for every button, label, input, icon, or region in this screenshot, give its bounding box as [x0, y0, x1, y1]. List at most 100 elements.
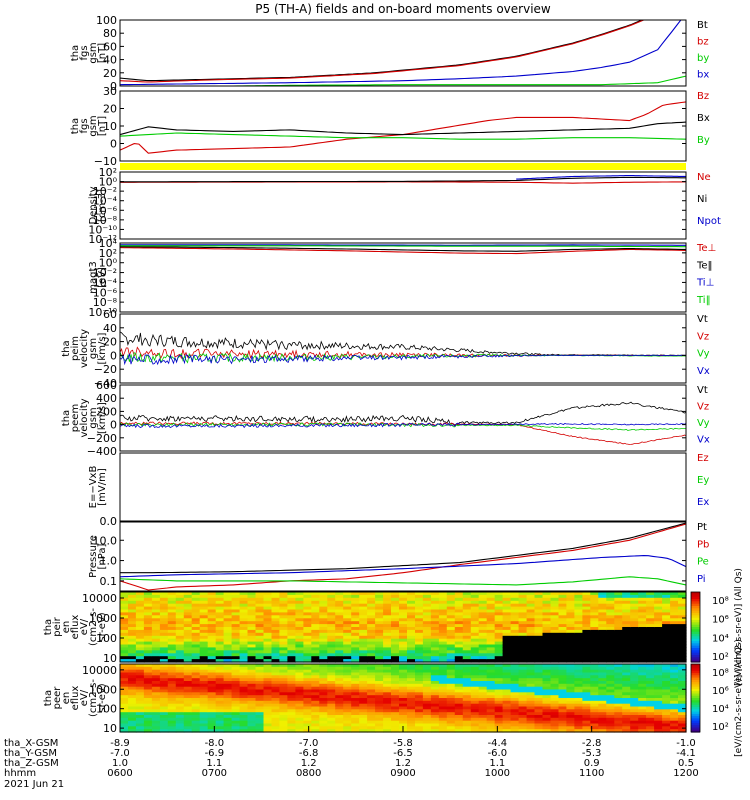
- spectrogram-cell: [630, 606, 639, 611]
- spectrogram-cell: [223, 621, 233, 625]
- spectrogram-cell: [478, 672, 488, 676]
- spectrogram-cell: [255, 706, 265, 710]
- spectrogram-cell: [311, 647, 320, 651]
- spectrogram-cell: [128, 726, 137, 730]
- spectrogram-cell: [574, 666, 583, 671]
- spectrogram-cell: [542, 606, 552, 611]
- spectrogram-cell: [534, 629, 544, 634]
- spectrogram-cell: [319, 641, 328, 646]
- spectrogram-cell: [422, 597, 432, 602]
- spectrogram-cell: [502, 597, 512, 602]
- spectrogram-cell: [574, 669, 583, 674]
- spectrogram-cell: [462, 686, 472, 691]
- spectrogram-cell: [494, 706, 504, 710]
- spectrogram-cell: [223, 629, 233, 634]
- spectrogram-cell: [167, 686, 177, 691]
- spectrogram-cell: [239, 686, 249, 691]
- spectrogram-cell: [223, 692, 233, 696]
- spectrogram-cell: [614, 681, 623, 685]
- spectrogram-cell: [470, 664, 480, 668]
- spectrogram-cell: [670, 692, 679, 696]
- spectrogram-cell: [558, 632, 568, 637]
- spectrogram-cell: [470, 686, 480, 691]
- spectrogram-cell: [255, 624, 265, 628]
- spectrogram-cell: [367, 659, 376, 663]
- spectrogram-cell: [327, 627, 336, 631]
- spectrogram-cell: [151, 606, 161, 611]
- spectrogram-cell: [335, 664, 344, 668]
- spectrogram-cell: [319, 606, 328, 611]
- panel-frame: [119, 591, 687, 663]
- spectrogram-cell: [622, 683, 631, 688]
- spectrogram-cell: [255, 712, 265, 716]
- spectrogram-cell: [287, 592, 296, 596]
- spectrogram-cell: [494, 703, 504, 708]
- spectrogram-cell: [263, 720, 273, 725]
- series-line-pe: [120, 576, 686, 586]
- spectrogram-cell: [367, 627, 376, 631]
- spectrogram-cell: [143, 664, 153, 668]
- spectrogram-cell: [662, 632, 671, 637]
- spectrogram-cell: [359, 729, 368, 733]
- spectrogram-cell: [486, 669, 496, 674]
- spectrogram-cell: [678, 659, 687, 663]
- spectrogram-cell: [478, 592, 488, 596]
- spectrogram-cell: [335, 632, 344, 637]
- spectrogram-cell: [399, 664, 408, 668]
- series-group: [120, 101, 686, 154]
- spectrogram-cell: [215, 612, 225, 616]
- spectrogram-cell: [367, 726, 376, 730]
- spectrogram-cell: [430, 686, 440, 691]
- spectrogram-cell: [558, 706, 568, 710]
- spectrogram-cell: [263, 695, 273, 699]
- spectrogram-cell: [375, 609, 384, 613]
- spectrogram-cell: [518, 644, 528, 648]
- spectrogram-cell: [128, 627, 137, 631]
- spectrogram-cell: [311, 672, 320, 676]
- spectrogram-cell: [239, 656, 249, 660]
- spectrogram-cell: [582, 681, 591, 685]
- spectrogram-cell: [215, 600, 225, 605]
- spectrogram-cell: [351, 606, 360, 611]
- spectrogram-cell: [319, 653, 328, 657]
- spectrogram-cell: [566, 686, 575, 691]
- spectrogram-cell: [135, 629, 145, 634]
- spectrogram-cell: [287, 603, 296, 608]
- spectrogram-cell: [120, 609, 129, 613]
- spectrogram-cell: [279, 715, 288, 719]
- spectrogram-cell: [159, 666, 169, 671]
- spectrogram-cell: [542, 659, 552, 663]
- spectrogram-cell: [128, 706, 137, 710]
- spectrogram-cell: [151, 615, 161, 619]
- spectrogram-cell: [319, 650, 328, 654]
- spectrogram-cell: [598, 597, 607, 602]
- spectrogram-cell: [263, 656, 273, 660]
- spectrogram-cell: [415, 683, 424, 688]
- spectrogram-cell: [271, 715, 281, 719]
- spectrogram-cell: [151, 609, 161, 613]
- spectrogram-cell: [630, 641, 639, 646]
- spectrogram-cell: [438, 606, 448, 611]
- spectrogram-cell: [120, 624, 129, 628]
- spectrogram-cell: [143, 594, 153, 599]
- spectrogram-cell: [614, 678, 623, 682]
- spectrogram-cell: [526, 647, 536, 651]
- spectrogram-cell: [255, 726, 265, 730]
- spectrogram-cell: [582, 712, 591, 716]
- spectrogram-cell: [407, 635, 416, 640]
- legend-Ti‖: Ti‖: [696, 295, 711, 306]
- spectrogram-cell: [311, 706, 320, 710]
- spectrogram-cell: [630, 720, 639, 725]
- spectrogram-cell: [606, 621, 615, 625]
- x-tick-label: 0800: [296, 768, 321, 779]
- spectrogram-cell: [510, 723, 520, 727]
- spectrogram-cell: [343, 603, 352, 608]
- spectrogram-cell: [494, 709, 504, 713]
- spectrogram-cell: [670, 723, 679, 727]
- spectrogram-cell: [231, 638, 241, 643]
- colorbar-cell: [691, 720, 700, 724]
- spectrogram-cell: [120, 689, 129, 693]
- spectrogram-cell: [383, 664, 392, 668]
- spectrogram-cell: [128, 594, 137, 599]
- spectrogram-cell: [534, 709, 544, 713]
